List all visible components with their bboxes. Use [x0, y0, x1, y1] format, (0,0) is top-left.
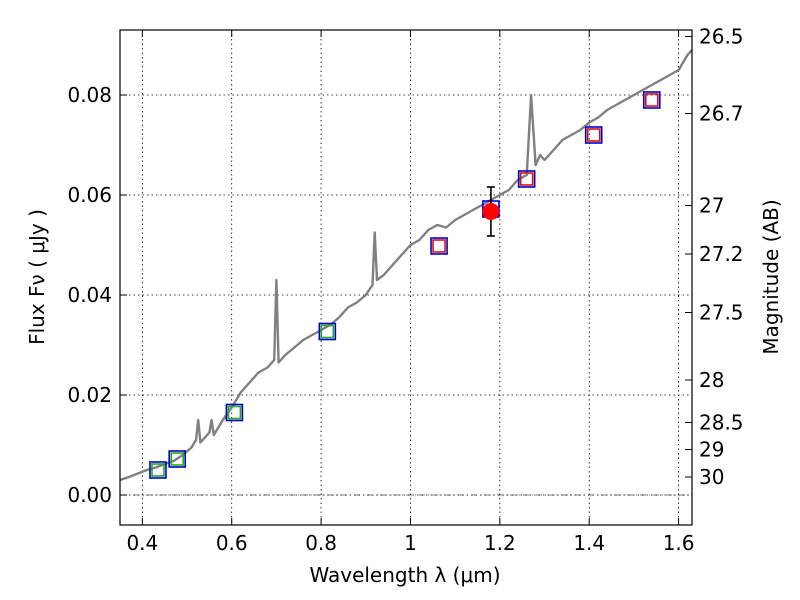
detection-point [482, 203, 500, 220]
model-point-red [586, 128, 601, 142]
y-right-tick-label: 26.7 [699, 102, 744, 126]
photometry-square [168, 450, 186, 468]
y-right-tick-label: 28 [699, 368, 724, 392]
model-point-green [151, 463, 165, 477]
y-right-tick-label: 30 [699, 465, 724, 489]
y-tick-label: 0.00 [67, 483, 112, 507]
y-right-tick-label: 27 [699, 194, 724, 218]
x-axis-label: Wavelength λ (μm) [309, 563, 500, 587]
x-tick-label: 1.2 [484, 531, 516, 555]
photometry-square [584, 126, 603, 144]
model-point-red [519, 172, 534, 186]
photometry-square [149, 461, 167, 479]
photometry-square [430, 237, 448, 255]
model-point-red [644, 93, 659, 107]
series-layer [119, 49, 693, 482]
grid [120, 30, 692, 525]
x-tick-label: 1.6 [663, 531, 695, 555]
model-point-green [227, 405, 242, 420]
y-tick-label: 0.06 [67, 183, 112, 207]
photometry-square [642, 91, 661, 109]
plot-frame [119, 29, 693, 526]
y-right-tick-label: 26.5 [699, 25, 744, 49]
photometry-square [318, 322, 337, 341]
y-tick-label: 0.02 [67, 383, 112, 407]
y-right-tick-label: 29 [699, 438, 724, 462]
model-point-green [170, 452, 184, 466]
x-tick-label: 0.4 [126, 531, 158, 555]
y-right-tick-label: 27.2 [699, 242, 744, 266]
y-right-tick-label: 27.5 [699, 301, 744, 325]
y-right-tick-label: 28.5 [699, 411, 744, 435]
y-tick-label: 0.08 [67, 83, 112, 107]
model-sed-line [119, 49, 693, 482]
model-point-green [320, 324, 335, 339]
y-axis-label: Flux Fν ( μJy ) [25, 209, 49, 345]
x-tick-label: 0.8 [305, 531, 337, 555]
y-tick-label: 0.04 [67, 283, 112, 307]
model-point-red [432, 239, 446, 253]
photometry-square [517, 170, 536, 188]
y-axis-right-label: Magnitude (AB) [759, 199, 783, 354]
x-tick-label: 0.6 [216, 531, 248, 555]
x-tick-label: 1 [404, 531, 417, 555]
photometry-square [225, 403, 244, 422]
x-tick-label: 1.4 [573, 531, 605, 555]
ticks: 0.4 0.6 0.8 1 1.2 1.4 1.6 0.00 0.02 0.04 0.06 0.08 2… [67, 25, 743, 556]
